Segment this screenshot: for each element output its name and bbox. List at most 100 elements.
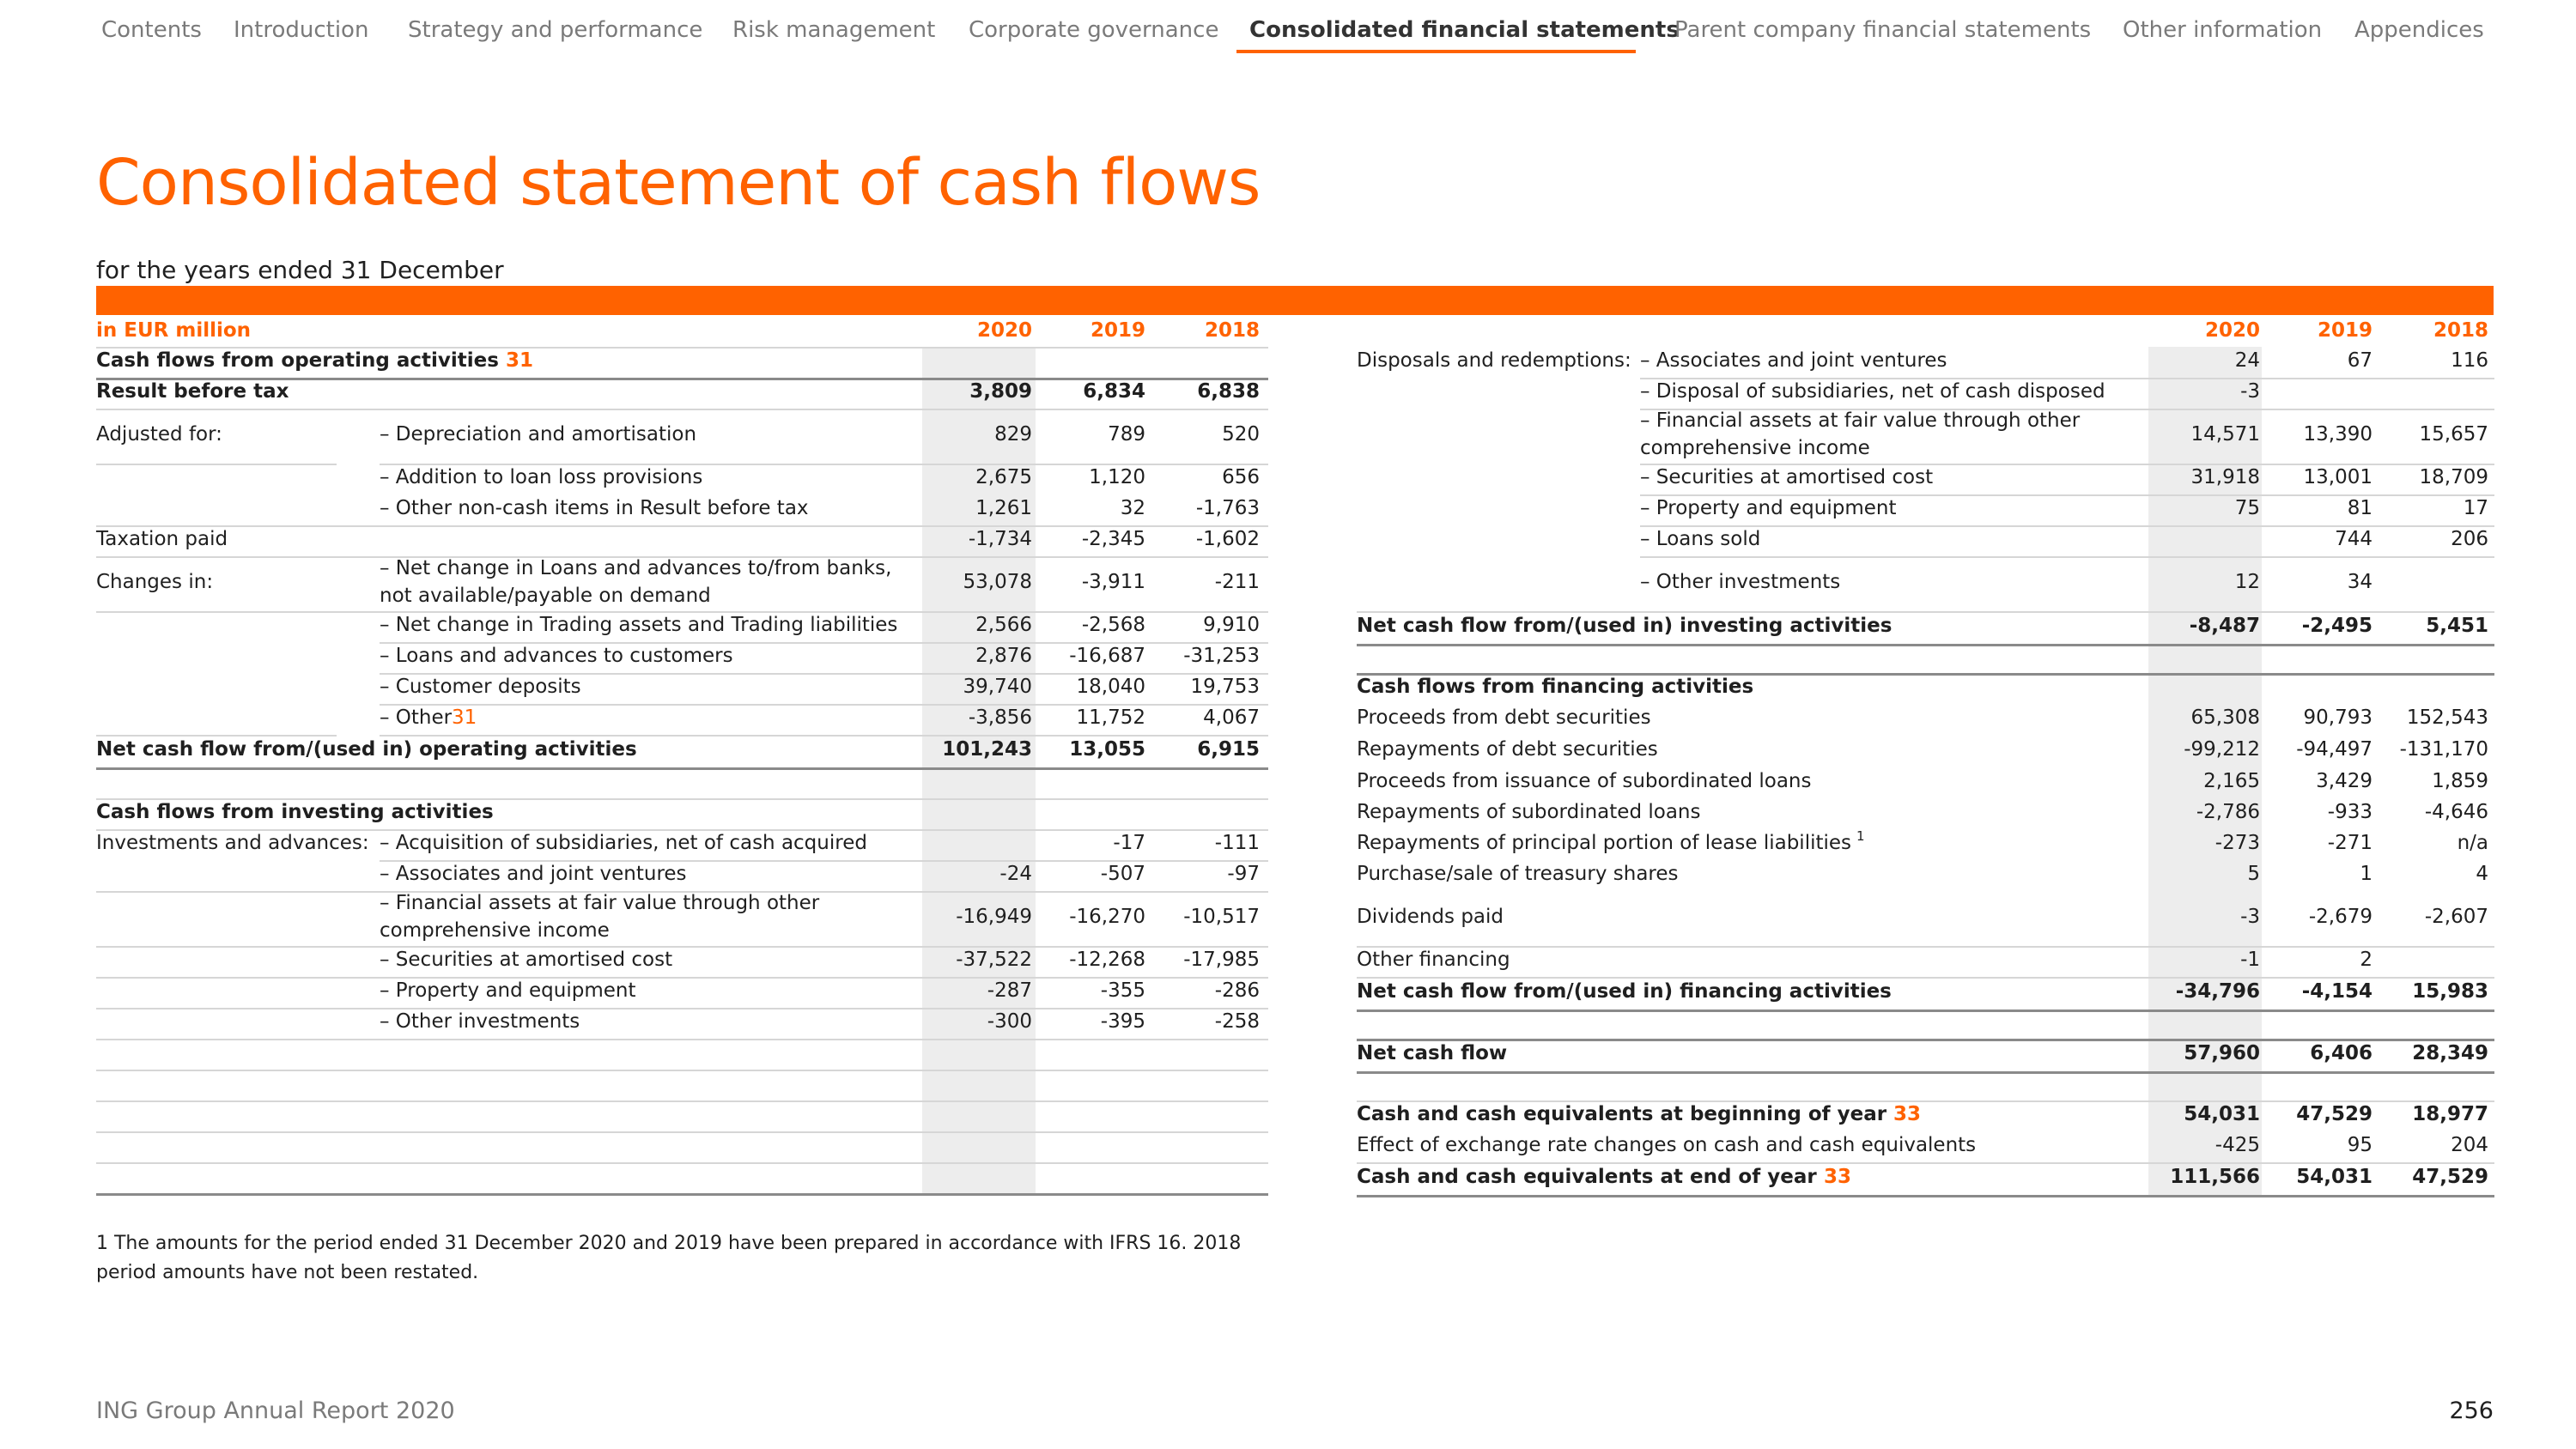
row-divider [1357, 673, 2494, 676]
row-divider [380, 673, 1268, 675]
row-divider [1640, 464, 2494, 465]
value-2019: 47,529 [2296, 1103, 2372, 1125]
row-label: Disposals and redemptions: [1357, 349, 1631, 372]
header-bar [96, 286, 2494, 315]
row-sublabel-continued: comprehensive income [1640, 437, 1870, 459]
row-sublabel: – Other investments [1640, 571, 1841, 593]
value-2018: 28,349 [2412, 1042, 2488, 1064]
row-divider [96, 767, 1268, 770]
value-2018: 18,977 [2412, 1103, 2488, 1125]
value-2019: 54,031 [2296, 1166, 2372, 1188]
value-2018: 520 [1222, 423, 1260, 446]
value-2019: 32 [1120, 497, 1145, 519]
nav-parent-company-financial-statements[interactable]: Parent company financial statements [1674, 17, 2092, 43]
year-2020-column-shade [2148, 347, 2262, 1195]
value-2019: 744 [2335, 528, 2372, 550]
row-label: Result before tax [96, 380, 289, 403]
value-2018: -211 [1214, 571, 1260, 593]
nav-risk-management[interactable]: Risk management [732, 17, 936, 43]
year-header-2020: 2020 [2204, 319, 2260, 342]
value-2018: -286 [1214, 979, 1260, 1002]
row-divider [96, 556, 1268, 558]
value-2020: -3 [2240, 380, 2260, 403]
value-2020: 39,740 [963, 676, 1032, 698]
page-title: Consolidated statement of cash flows [96, 146, 1261, 220]
value-2018: 19,753 [1190, 676, 1260, 698]
value-2020: 829 [994, 423, 1032, 446]
row-sublabel: – Property and equipment [380, 979, 636, 1002]
value-2018: 656 [1222, 466, 1260, 488]
value-2019: -271 [2327, 832, 2372, 854]
unit-label: in EUR million [96, 319, 252, 342]
nav-corporate-governance[interactable]: Corporate governance [969, 17, 1219, 43]
value-2020: 101,243 [942, 738, 1032, 761]
row-divider [96, 1100, 1268, 1102]
row-label: Cash and cash equivalents at end of year [1357, 1166, 1817, 1188]
row-sublabel: – Associates and joint ventures [1640, 349, 1947, 372]
value-2018: 5,451 [2426, 615, 2488, 637]
value-2020: 57,960 [2184, 1042, 2260, 1064]
value-2019: -3,911 [1081, 571, 1145, 593]
value-2018: 6,915 [1197, 738, 1260, 761]
value-2020: 3,809 [969, 380, 1032, 403]
row-sublabel-continued: not available/payable on demand [380, 585, 711, 607]
value-2018: 4,067 [1203, 706, 1260, 729]
row-divider [1357, 1039, 2494, 1041]
row-sublabel: – Loans and advances to customers [380, 645, 733, 667]
nav-other-information[interactable]: Other information [2123, 17, 2323, 43]
row-divider [1357, 1162, 2494, 1164]
value-2020: -8,487 [2189, 615, 2260, 637]
value-2019: -395 [1100, 1010, 1145, 1033]
row-divider [96, 1008, 1268, 1009]
row-divider [1357, 611, 2494, 613]
value-2019: 6,834 [1083, 380, 1145, 403]
nav-strategy-and-performance[interactable]: Strategy and performance [408, 17, 703, 43]
value-2020: 54,031 [2184, 1103, 2260, 1125]
value-2020: -287 [987, 979, 1032, 1002]
row-divider [1357, 977, 2494, 979]
value-2019: -355 [1100, 979, 1145, 1002]
value-2019: 2 [2360, 949, 2372, 971]
value-2019: 3,429 [2316, 770, 2372, 792]
value-2020: -1 [2240, 949, 2260, 971]
row-label: Repayments of principal portion of lease… [1357, 832, 1852, 854]
row-sublabel: – Other investments [380, 1010, 580, 1033]
nav-appendices[interactable]: Appendices [2354, 17, 2484, 43]
value-2020: -16,949 [956, 906, 1032, 928]
value-2019: -4,154 [2301, 980, 2372, 1003]
value-2019: 18,040 [1076, 676, 1145, 698]
row-label: Net cash flow from/(used in) investing a… [1357, 615, 1893, 637]
value-2019: -933 [2327, 801, 2372, 823]
value-2019: 6,406 [2310, 1042, 2372, 1064]
value-2020: 111,566 [2170, 1166, 2260, 1188]
row-sublabel: – Securities at amortised cost [380, 949, 673, 971]
value-2018: -10,517 [1183, 906, 1260, 928]
note-reference: 33 [1824, 1166, 1852, 1188]
year-header-2018: 2018 [2433, 319, 2488, 342]
nav-consolidated-financial-statements[interactable]: Consolidated financial statements [1249, 17, 1680, 43]
value-2020: 14,571 [2190, 423, 2260, 446]
value-2020: 75 [2234, 497, 2260, 519]
value-2018: 47,529 [2412, 1166, 2488, 1188]
value-2019: 81 [2347, 497, 2372, 519]
nav-introduction[interactable]: Introduction [234, 17, 369, 43]
value-2020: -99,212 [2184, 738, 2260, 761]
value-2020: -37,522 [956, 949, 1032, 971]
value-2018: n/a [2457, 832, 2488, 854]
row-sublabel: – Loans sold [1640, 528, 1761, 550]
value-2018: 152,543 [2406, 706, 2488, 729]
row-sublabel: – Financial assets at fair value through… [1640, 409, 2081, 432]
nav-contents[interactable]: Contents [101, 17, 202, 43]
row-sublabel: – Securities at amortised cost [1640, 466, 1934, 488]
row-label: Repayments of debt securities [1357, 738, 1658, 761]
row-divider [96, 1070, 1268, 1071]
row-label: Adjusted for: [96, 423, 222, 446]
value-2018: 116 [2451, 349, 2488, 372]
row-divider [96, 946, 1268, 948]
value-2018: 206 [2451, 528, 2488, 550]
value-2020: -2,786 [2196, 801, 2260, 823]
value-2018: 204 [2451, 1134, 2488, 1156]
value-2019: 789 [1108, 423, 1145, 446]
row-divider [96, 1039, 1268, 1040]
value-2019: -507 [1100, 863, 1145, 885]
